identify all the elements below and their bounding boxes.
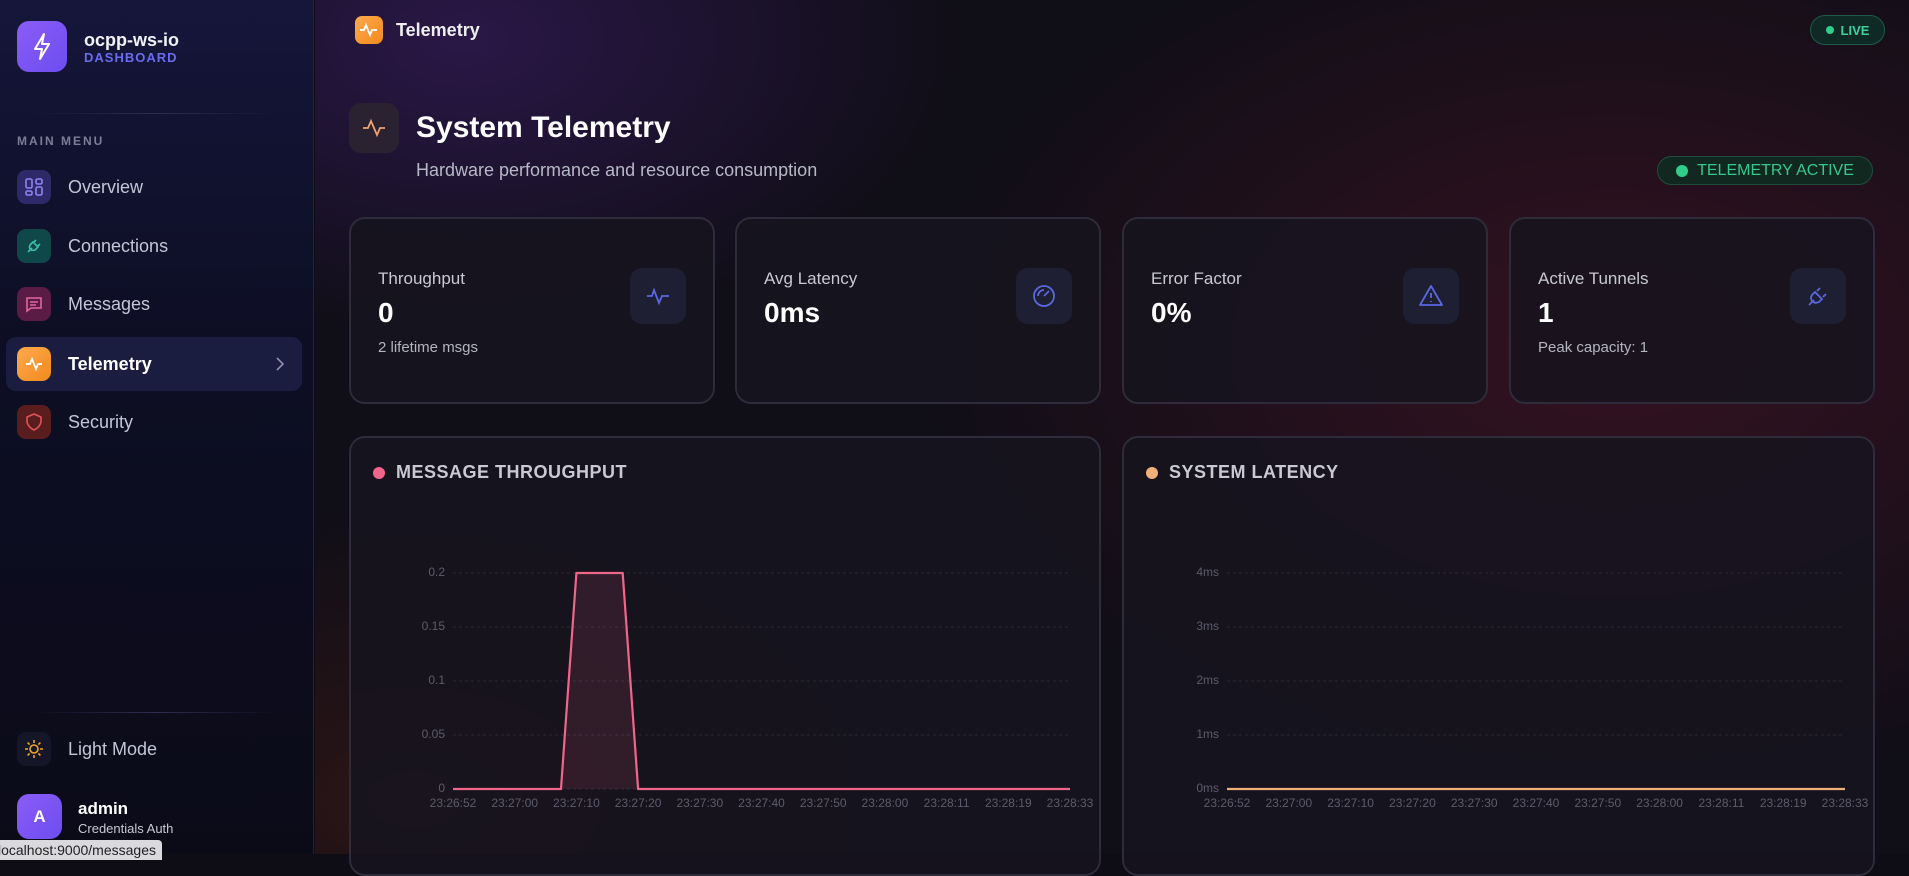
live-badge: LIVE bbox=[1810, 15, 1885, 45]
y-tick-label: 0ms bbox=[1196, 781, 1219, 795]
page-title: System Telemetry bbox=[416, 111, 671, 144]
divider bbox=[30, 712, 280, 713]
menu-title: MAIN MENU bbox=[17, 134, 105, 148]
menu-label: Messages bbox=[68, 294, 151, 314]
chart-card: MESSAGE THROUGHPUT bbox=[349, 436, 1101, 876]
stat-value: 0ms bbox=[764, 297, 821, 328]
y-tick-label: 0.1 bbox=[428, 673, 445, 687]
stat-note: 2 lifetime msgs bbox=[378, 339, 479, 356]
stat-label: Throughput bbox=[378, 269, 465, 288]
x-tick-label: 23:27:00 bbox=[1265, 796, 1312, 810]
x-tick-label: 23:27:20 bbox=[615, 796, 662, 810]
x-tick-label: 23:28:33 bbox=[1822, 796, 1869, 810]
header-title: Telemetry bbox=[396, 20, 480, 40]
divider bbox=[30, 113, 280, 114]
y-tick-label: 1ms bbox=[1196, 727, 1219, 741]
header-icon bbox=[355, 16, 383, 44]
menu-item[interactable]: Overview bbox=[6, 160, 302, 214]
stat-value: 1 bbox=[1538, 297, 1554, 328]
x-tick-label: 23:28:33 bbox=[1047, 796, 1094, 810]
x-tick-label: 23:27:10 bbox=[553, 796, 600, 810]
menu-item[interactable]: Connections bbox=[6, 219, 302, 273]
page-subtitle: Hardware performance and resource consum… bbox=[416, 160, 818, 180]
x-tick-label: 23:28:19 bbox=[985, 796, 1032, 810]
x-tick-label: 23:27:40 bbox=[1513, 796, 1560, 810]
stat-label: Error Factor bbox=[1151, 269, 1242, 288]
x-tick-label: 23:28:00 bbox=[1636, 796, 1683, 810]
theme-toggle[interactable]: Light Mode bbox=[6, 722, 302, 776]
avatar[interactable]: A bbox=[17, 794, 62, 839]
logo[interactable] bbox=[17, 21, 67, 72]
x-tick-label: 23:27:40 bbox=[738, 796, 785, 810]
brand-sub: DASHBOARD bbox=[84, 50, 178, 65]
y-tick-label: 0.15 bbox=[422, 619, 446, 633]
menu-label: Connections bbox=[68, 236, 169, 256]
chart-title: SYSTEM LATENCY bbox=[1169, 462, 1339, 482]
y-tick-label: 4ms bbox=[1196, 565, 1219, 579]
status-url: localhost:9000/messages bbox=[0, 840, 162, 860]
chart-card: SYSTEM LATENCY bbox=[1122, 436, 1875, 876]
chart-title: MESSAGE THROUGHPUT bbox=[396, 462, 628, 482]
theme-label: Light Mode bbox=[68, 739, 158, 759]
y-tick-label: 0.2 bbox=[428, 565, 445, 579]
x-tick-label: 23:27:50 bbox=[1574, 796, 1621, 810]
x-tick-label: 23:27:10 bbox=[1327, 796, 1374, 810]
sidebar: ocpp-ws-io DASHBOARD MAIN MENU Overview … bbox=[0, 0, 314, 860]
user-name: admin bbox=[78, 799, 129, 818]
brand: ocpp-ws-io bbox=[84, 30, 179, 50]
stat-label: Active Tunnels bbox=[1538, 269, 1649, 288]
stat-note: Peak capacity: 1 bbox=[1538, 339, 1649, 356]
x-tick-label: 23:27:20 bbox=[1389, 796, 1436, 810]
stat-value: 0 bbox=[378, 297, 394, 328]
title-icon bbox=[349, 103, 399, 153]
main: Telemetry LIVE System Telemetry Hardware… bbox=[315, 0, 1909, 876]
y-tick-label: 0.05 bbox=[422, 727, 446, 741]
y-tick-label: 0 bbox=[438, 781, 445, 795]
area bbox=[453, 573, 1070, 789]
user-role: Credentials Auth bbox=[78, 821, 174, 836]
stat-card: Active Tunnels 1 Peak capacity: 1 bbox=[1509, 217, 1875, 404]
x-tick-label: 23:27:30 bbox=[676, 796, 723, 810]
x-tick-label: 23:28:19 bbox=[1760, 796, 1807, 810]
logo-icon bbox=[34, 33, 50, 60]
x-tick-label: 23:28:11 bbox=[924, 796, 970, 810]
menu-label: Overview bbox=[68, 177, 144, 197]
stat-card: Avg Latency 0ms bbox=[735, 217, 1101, 404]
x-tick-label: 23:28:00 bbox=[862, 796, 909, 810]
telemetry-badge: TELEMETRY ACTIVE bbox=[1657, 156, 1873, 185]
x-tick-label: 23:27:30 bbox=[1451, 796, 1498, 810]
menu-item[interactable]: Security bbox=[6, 395, 302, 449]
menu-label: Telemetry bbox=[68, 354, 152, 374]
x-tick-label: 23:26:52 bbox=[430, 796, 477, 810]
live-label: LIVE bbox=[1840, 22, 1870, 38]
stat-value: 0% bbox=[1151, 297, 1192, 328]
stat-label: Avg Latency bbox=[764, 269, 858, 288]
menu-item[interactable]: Messages bbox=[6, 277, 302, 331]
line bbox=[453, 571, 1070, 791]
stat-card: Throughput 0 2 lifetime msgs bbox=[349, 217, 715, 404]
menu-label: Security bbox=[68, 412, 134, 432]
chevron bbox=[276, 357, 285, 371]
stat-card: Error Factor 0% bbox=[1122, 217, 1488, 404]
y-tick-label: 2ms bbox=[1196, 673, 1219, 687]
x-tick-label: 23:27:00 bbox=[491, 796, 538, 810]
menu-item[interactable]: Telemetry bbox=[6, 337, 302, 391]
badge-label: TELEMETRY ACTIVE bbox=[1697, 161, 1854, 179]
x-tick-label: 23:28:11 bbox=[1698, 796, 1744, 810]
charts: 0 0.05 0.1 0.15 0.2 23:26:52 23:27:00 23:27:10 2… bbox=[422, 565, 1869, 810]
x-tick-label: 23:27:50 bbox=[800, 796, 847, 810]
y-tick-label: 3ms bbox=[1196, 619, 1219, 633]
x-tick-label: 23:26:52 bbox=[1204, 796, 1251, 810]
